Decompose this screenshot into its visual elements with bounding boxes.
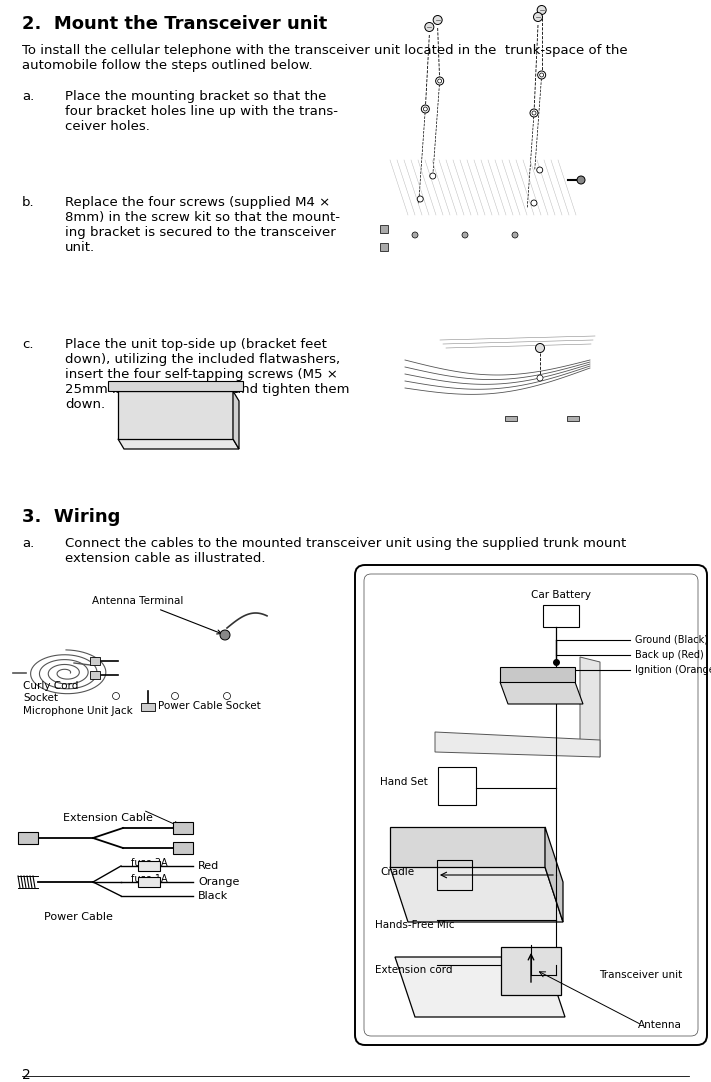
Circle shape (422, 105, 429, 113)
Text: Extension cord: Extension cord (375, 965, 452, 975)
Bar (567, 415, 579, 421)
Bar (141, 703, 155, 711)
Circle shape (412, 232, 418, 238)
Text: Place the mounting bracket so that the
four bracket holes line up with the trans: Place the mounting bracket so that the f… (65, 90, 338, 133)
Text: Curly Cord
Socket: Curly Cord Socket (23, 681, 78, 702)
Text: Replace the four screws (supplied M4 ×
8mm) in the screw kit so that the mount-
: Replace the four screws (supplied M4 × 8… (65, 196, 340, 254)
Bar (138, 878, 160, 887)
Text: 2.  Mount the Transceiver unit: 2. Mount the Transceiver unit (22, 15, 327, 32)
Bar (138, 861, 160, 871)
Text: 2: 2 (22, 1068, 31, 1082)
Text: Microphone Unit Jack: Microphone Unit Jack (23, 705, 133, 716)
Text: a.: a. (22, 537, 34, 550)
Bar (437, 860, 472, 890)
Circle shape (531, 200, 537, 206)
Polygon shape (118, 439, 239, 449)
Text: Car Battery: Car Battery (531, 590, 591, 601)
Circle shape (538, 71, 545, 79)
Text: c.: c. (22, 338, 33, 351)
Circle shape (462, 232, 468, 238)
Bar (501, 947, 561, 995)
Circle shape (429, 173, 436, 179)
Circle shape (538, 5, 546, 14)
Circle shape (417, 196, 423, 202)
Polygon shape (435, 733, 600, 757)
Polygon shape (233, 391, 239, 449)
Text: fuse 3A: fuse 3A (131, 858, 167, 868)
Circle shape (577, 176, 585, 184)
Circle shape (220, 630, 230, 639)
Bar (505, 415, 517, 421)
Text: Antenna Terminal: Antenna Terminal (92, 596, 221, 634)
Text: Connect the cables to the mounted transceiver unit using the supplied trunk moun: Connect the cables to the mounted transc… (65, 537, 626, 565)
Text: 3.  Wiring: 3. Wiring (22, 509, 120, 526)
Polygon shape (390, 867, 563, 922)
Text: Hands-Free Mic: Hands-Free Mic (375, 920, 454, 931)
Bar (543, 605, 579, 626)
Bar (90, 671, 100, 679)
Circle shape (425, 23, 434, 31)
Text: Extension Cable: Extension Cable (63, 813, 153, 823)
Text: Black: Black (198, 890, 228, 901)
Circle shape (533, 13, 542, 22)
Text: fuse 1A: fuse 1A (131, 874, 167, 884)
Text: Red: Red (198, 861, 219, 871)
Polygon shape (500, 667, 575, 682)
Text: Orange: Orange (198, 878, 240, 887)
Bar (18, 832, 38, 844)
Bar (173, 842, 193, 854)
Text: Place the unit top-side up (bracket feet
down), utilizing the included flatwashe: Place the unit top-side up (bracket feet… (65, 338, 350, 411)
Polygon shape (390, 827, 545, 867)
Circle shape (512, 232, 518, 238)
Bar (438, 767, 476, 805)
Circle shape (433, 15, 442, 25)
Polygon shape (118, 391, 233, 439)
Polygon shape (395, 956, 565, 1017)
Text: b.: b. (22, 196, 35, 209)
Text: Power Cable: Power Cable (43, 912, 112, 922)
Text: Power Cable Socket: Power Cable Socket (158, 701, 261, 711)
Text: Back up (Red): Back up (Red) (635, 650, 704, 660)
Circle shape (223, 692, 230, 699)
Bar (380, 225, 388, 233)
Polygon shape (545, 827, 563, 922)
Text: Hand Set: Hand Set (380, 777, 428, 787)
Text: Antenna: Antenna (638, 1020, 682, 1030)
Polygon shape (500, 682, 583, 704)
Text: Ignition (Orange): Ignition (Orange) (635, 665, 711, 675)
Circle shape (171, 692, 178, 699)
Bar (173, 822, 193, 834)
Circle shape (535, 343, 545, 353)
Bar (380, 243, 388, 251)
Circle shape (112, 692, 119, 699)
Circle shape (530, 109, 538, 117)
Polygon shape (108, 381, 243, 391)
Bar (90, 657, 100, 665)
Text: a.: a. (22, 90, 34, 103)
Circle shape (537, 167, 542, 173)
Text: Transceiver unit: Transceiver unit (599, 969, 682, 980)
Text: To install the cellular telephone with the transceiver unit located in the  trun: To install the cellular telephone with t… (22, 44, 628, 72)
Circle shape (537, 375, 543, 381)
Polygon shape (580, 657, 600, 757)
Text: Cradle: Cradle (380, 867, 414, 878)
Text: Ground (Black): Ground (Black) (635, 635, 708, 645)
Circle shape (436, 77, 444, 85)
